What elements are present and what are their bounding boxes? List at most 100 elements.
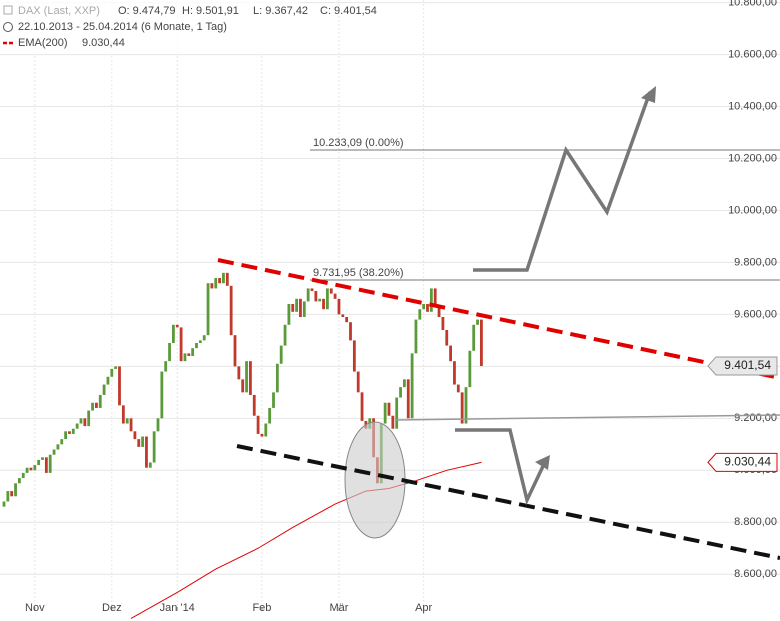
candle bbox=[98, 394, 102, 408]
legend-name: EMA(200) bbox=[18, 37, 68, 49]
candle bbox=[387, 402, 391, 416]
candle bbox=[445, 329, 449, 346]
period: 22.10.2013 - 25.04.2014 (6 Monate, 1 Tag… bbox=[18, 21, 227, 33]
candle bbox=[460, 392, 464, 424]
candle bbox=[187, 353, 191, 356]
resistance-trend bbox=[217, 258, 780, 380]
arrow-head bbox=[535, 455, 550, 470]
candle bbox=[79, 418, 83, 424]
x-tick-label: Jan '14 bbox=[160, 602, 195, 614]
candle bbox=[33, 465, 37, 471]
candle bbox=[175, 324, 179, 328]
price-tag-label: 9.401,54 bbox=[724, 358, 771, 372]
candle bbox=[480, 319, 483, 366]
header-bg bbox=[0, 0, 300, 54]
candle bbox=[399, 387, 402, 398]
candle bbox=[360, 392, 364, 421]
candle bbox=[102, 384, 106, 395]
candle bbox=[268, 407, 272, 424]
candle bbox=[279, 345, 283, 364]
candle bbox=[106, 376, 110, 385]
candle bbox=[391, 415, 395, 429]
candle bbox=[179, 327, 183, 362]
candle bbox=[406, 379, 410, 419]
candle bbox=[37, 459, 41, 466]
support-line bbox=[394, 414, 780, 421]
candle bbox=[341, 314, 345, 317]
candle bbox=[129, 418, 133, 432]
candle bbox=[314, 291, 318, 302]
candle bbox=[287, 304, 291, 325]
candle bbox=[418, 309, 422, 320]
candle bbox=[21, 472, 25, 479]
candle bbox=[152, 431, 156, 463]
y-tick-label: 10.800,00 bbox=[728, 0, 777, 9]
candle bbox=[14, 483, 17, 497]
candle bbox=[118, 366, 121, 406]
candle bbox=[225, 272, 229, 286]
candle bbox=[245, 361, 248, 393]
candle bbox=[306, 288, 310, 302]
y-tick-label: 8.600,00 bbox=[734, 568, 777, 580]
candle bbox=[403, 379, 406, 388]
candle bbox=[172, 324, 175, 343]
ohlc-open: O: 9.474,79 bbox=[118, 5, 176, 17]
candle bbox=[210, 283, 214, 289]
candle bbox=[75, 423, 79, 429]
candle bbox=[87, 410, 91, 427]
fib-label: 9.731,95 (38.20%) bbox=[313, 267, 404, 279]
candle bbox=[241, 379, 245, 393]
ohlc-close: C: 9.401,54 bbox=[320, 5, 377, 17]
candle bbox=[249, 361, 252, 395]
instrument-icon bbox=[3, 5, 13, 15]
candle bbox=[191, 348, 195, 356]
annotations bbox=[217, 86, 780, 560]
candle bbox=[449, 345, 452, 362]
clock-icon bbox=[3, 22, 13, 32]
support-trend bbox=[236, 444, 780, 560]
candle bbox=[214, 278, 218, 289]
candle bbox=[110, 368, 114, 377]
candle bbox=[264, 423, 268, 437]
candle bbox=[29, 467, 33, 471]
candle bbox=[121, 405, 125, 424]
candle bbox=[202, 335, 206, 341]
candle bbox=[114, 366, 118, 369]
candle bbox=[310, 288, 314, 292]
candle bbox=[2, 501, 6, 507]
x-tick-label: Apr bbox=[415, 602, 432, 614]
candle bbox=[291, 304, 295, 312]
candle bbox=[345, 316, 349, 323]
candle bbox=[10, 491, 14, 497]
candle bbox=[453, 361, 456, 385]
candle bbox=[272, 392, 275, 408]
candle bbox=[44, 457, 48, 473]
ohlc-high: H: 9.501,91 bbox=[182, 5, 239, 17]
candle bbox=[337, 298, 341, 315]
candle bbox=[429, 288, 433, 312]
candle bbox=[383, 402, 387, 424]
candle bbox=[218, 278, 221, 284]
candle bbox=[148, 462, 152, 468]
candle bbox=[206, 283, 210, 336]
scenario-arrow-down bbox=[455, 428, 547, 506]
candle bbox=[168, 342, 171, 362]
candle bbox=[160, 371, 164, 419]
instrument: DAX (Last, XXP) bbox=[18, 5, 100, 17]
candle bbox=[71, 428, 75, 434]
candle bbox=[275, 363, 279, 393]
candle bbox=[472, 324, 476, 351]
x-tick-label: Dez bbox=[102, 602, 122, 614]
candle bbox=[333, 293, 337, 299]
candle bbox=[326, 288, 329, 310]
x-tick-label: Nov bbox=[25, 602, 45, 614]
candle bbox=[352, 340, 356, 372]
candle bbox=[25, 467, 29, 473]
candle bbox=[295, 298, 298, 312]
price-tag bbox=[707, 356, 778, 376]
candle bbox=[456, 384, 460, 393]
candle bbox=[60, 439, 64, 445]
candle bbox=[464, 387, 468, 424]
